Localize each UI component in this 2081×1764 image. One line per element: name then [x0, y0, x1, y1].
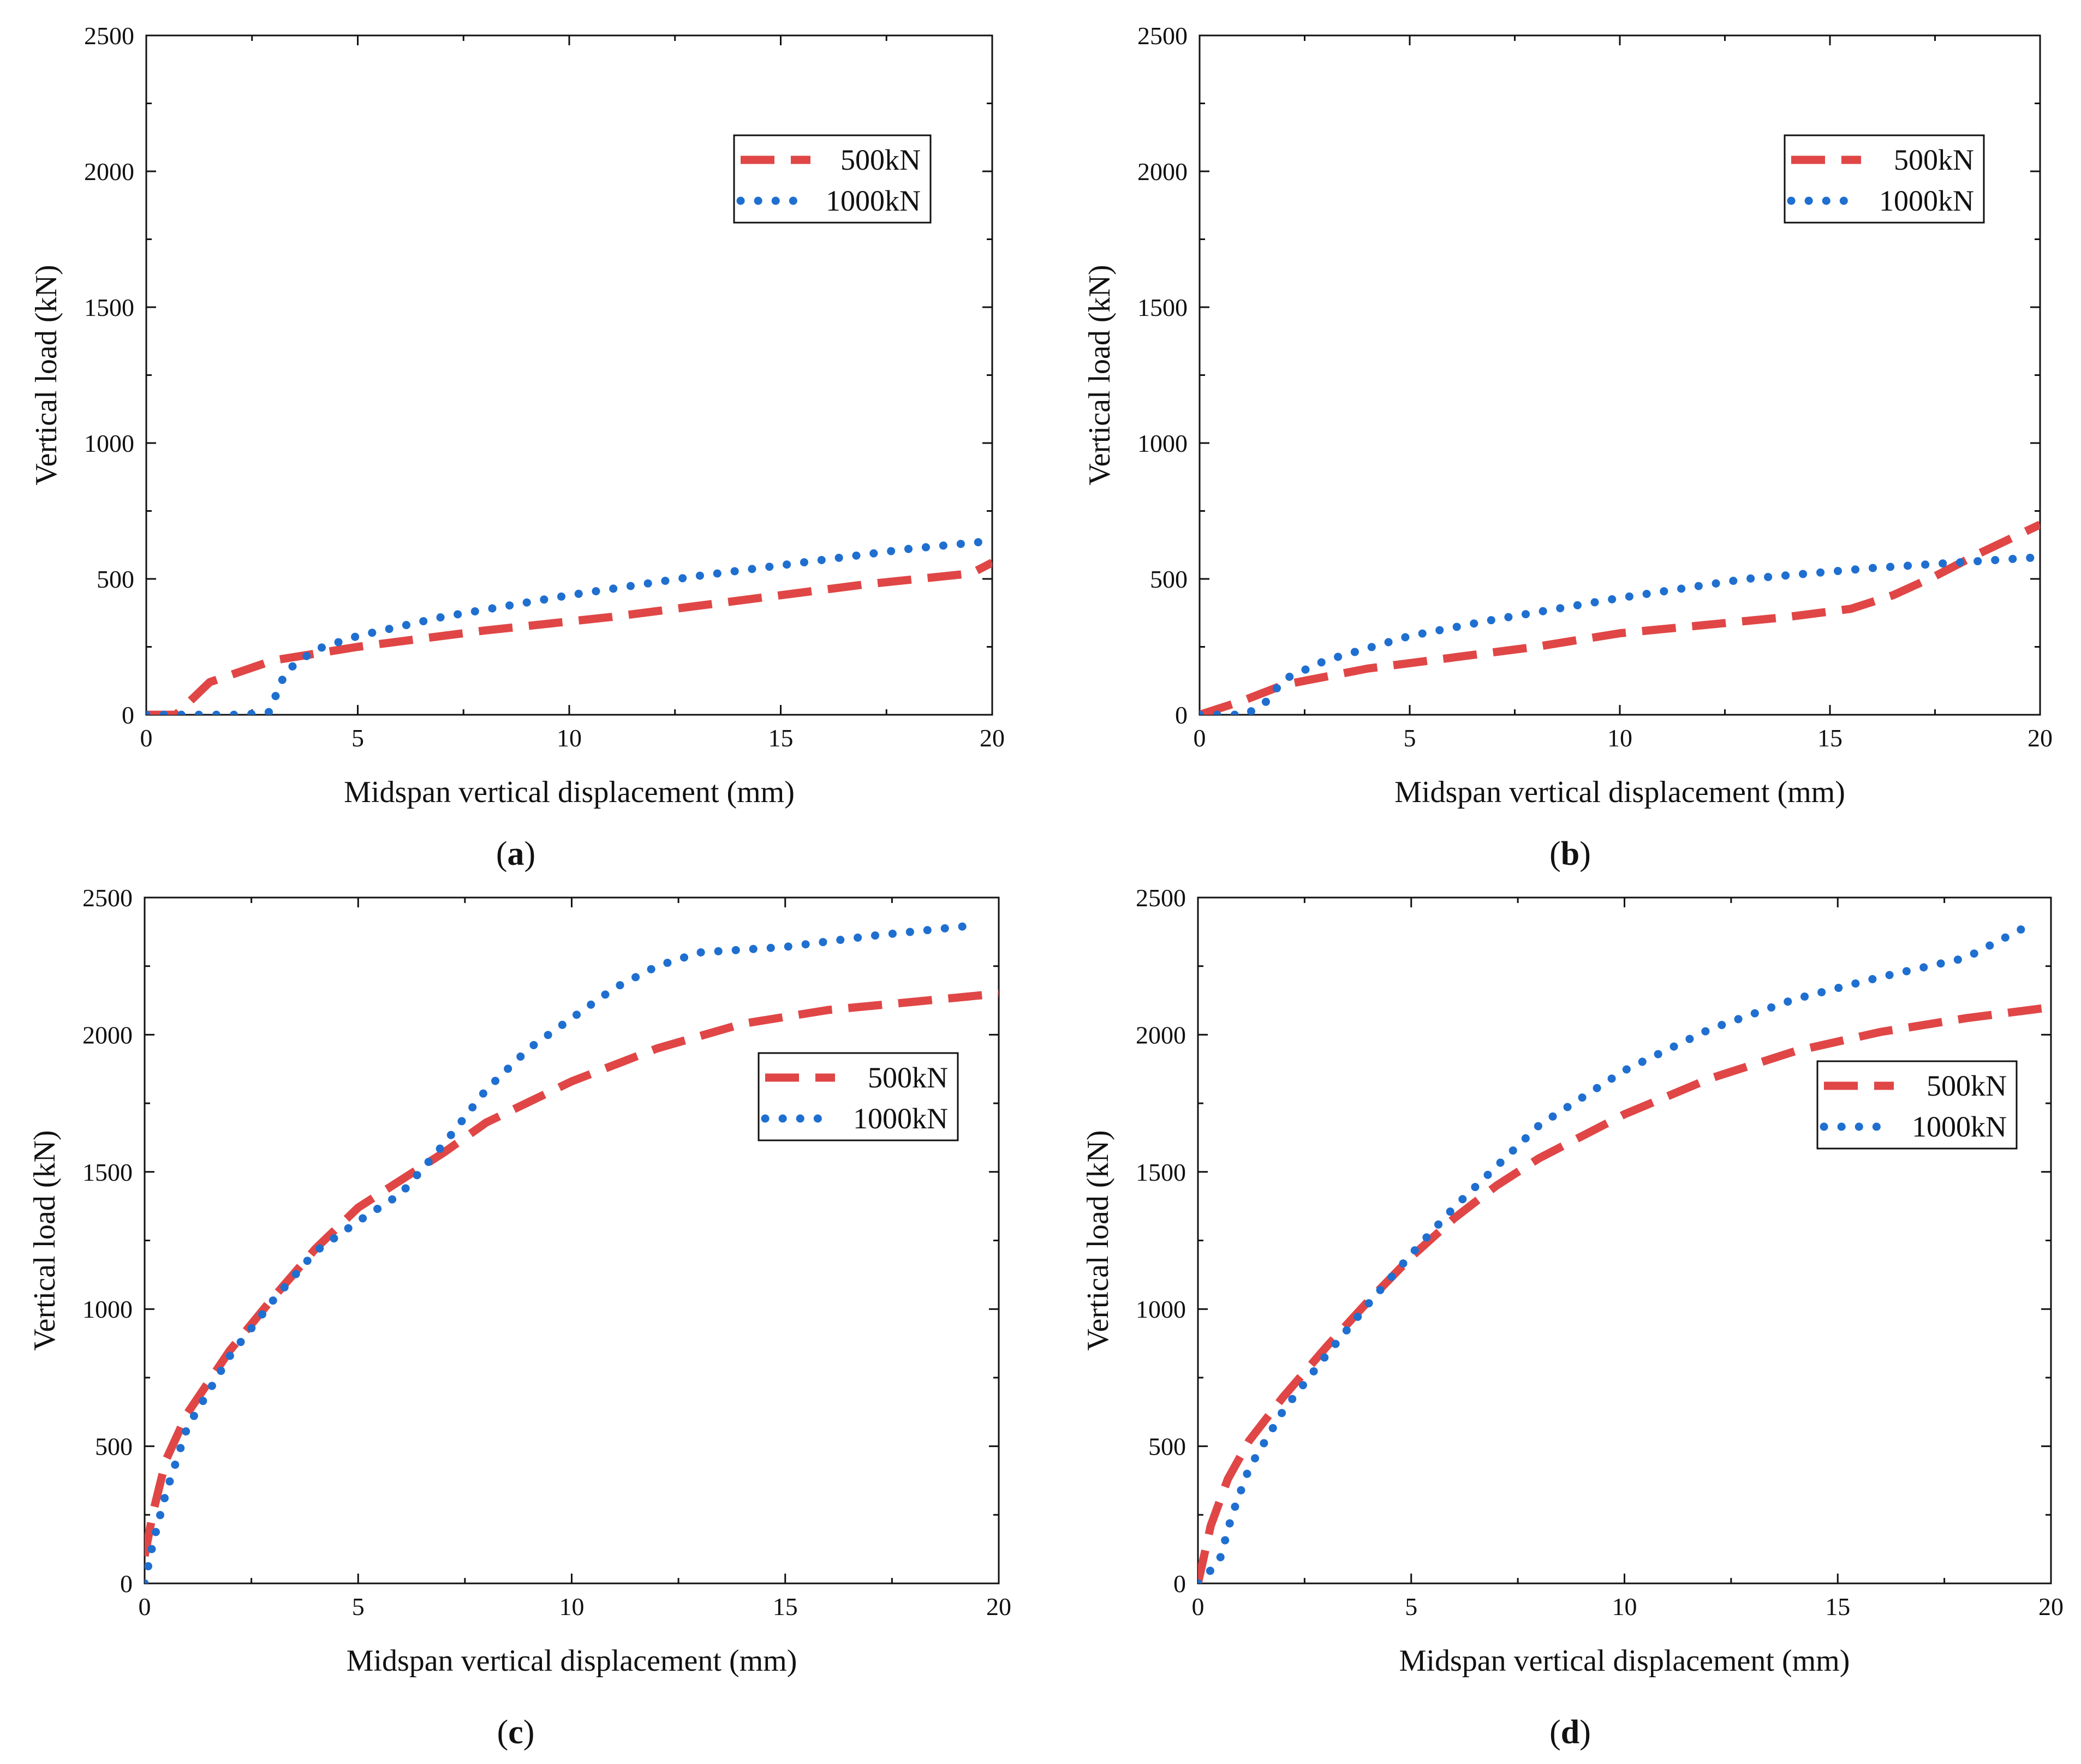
legend-entry-label: 1000kN	[826, 184, 921, 217]
x-tick-label: 10	[559, 1593, 585, 1621]
x-tick-label: 5	[352, 1593, 365, 1621]
x-tick-label: 20	[980, 724, 1005, 752]
panel-label: (c)	[497, 1714, 535, 1751]
y-tick-label: 1000	[82, 1295, 133, 1323]
legend-entry-label: 500kN	[1894, 143, 1974, 176]
x-tick-label: 0	[1194, 724, 1206, 752]
panel-label-letter: d	[1561, 1714, 1579, 1751]
x-tick-label: 20	[986, 1593, 1011, 1621]
legend-entry-label: 500kN	[868, 1061, 948, 1094]
y-axis-title: Vertical load (kN)	[29, 265, 63, 485]
series-line-500kN	[146, 559, 992, 715]
legend-box	[733, 134, 932, 224]
y-tick-label: 2000	[1137, 158, 1188, 186]
plot-frame	[144, 896, 1000, 1584]
x-axis-title: Midspan vertical displacement (mm)	[347, 1644, 797, 1678]
x-tick-label: 15	[1825, 1593, 1850, 1621]
y-tick-label: 2500	[1137, 22, 1188, 50]
x-tick-label: 10	[1612, 1593, 1637, 1621]
series-line-1000kN	[1198, 920, 2034, 1583]
x-axis-title: Midspan vertical displacement (mm)	[1399, 1644, 1850, 1678]
legend: 500kN 1000kN	[1816, 1060, 2018, 1150]
y-tick-label: 0	[1173, 1570, 1186, 1598]
y-tick-label: 2000	[1136, 1021, 1186, 1049]
y-tick-label: 2500	[1136, 884, 1186, 912]
y-tick-label: 0	[122, 701, 134, 729]
panel-label-letter: b	[1561, 835, 1579, 872]
x-tick-label: 0	[1192, 1593, 1205, 1621]
y-tick-label: 2000	[82, 1021, 133, 1049]
x-tick-label: 20	[2028, 724, 2053, 752]
y-tick-label: 1000	[1137, 429, 1188, 457]
series-group	[146, 536, 992, 715]
legend-entry-label: 1000kN	[1879, 184, 1974, 217]
panel-label-letter: a	[508, 835, 524, 872]
x-axis-title: Midspan vertical displacement (mm)	[1394, 775, 1845, 809]
y-tick-label: 0	[120, 1570, 133, 1598]
chart-panel-d: 0 5 10 15 20 0 500 1000 1500 2000 2500 Midspan vert…	[1081, 884, 2064, 1751]
series-line-1000kN	[145, 920, 982, 1583]
y-tick-label: 500	[97, 565, 134, 593]
y-tick-label: 0	[1175, 701, 1188, 729]
y-axis-title: Vertical load (kN)	[1083, 265, 1117, 485]
series-line-500kN	[1200, 521, 2040, 715]
x-tick-label: 15	[768, 724, 794, 752]
x-tick-label: 20	[2038, 1593, 2064, 1621]
y-tick-label: 500	[1148, 1433, 1186, 1461]
legend-entry-label: 500kN	[840, 143, 921, 176]
series-group	[1198, 920, 2051, 1583]
y-tick-label: 1500	[84, 294, 134, 321]
x-tick-label: 5	[1405, 1593, 1417, 1621]
legend: 500kN 1000kN	[758, 1052, 959, 1141]
plot-frame	[1197, 896, 2052, 1584]
x-tick-label: 5	[1404, 724, 1416, 752]
x-tick-label: 15	[1817, 724, 1843, 752]
y-tick-label: 1500	[82, 1158, 133, 1186]
y-tick-label: 2500	[84, 22, 134, 50]
y-tick-label: 500	[95, 1433, 133, 1461]
legend-box	[1816, 1060, 2018, 1150]
series-group	[1200, 521, 2040, 715]
panel-label: (a)	[496, 835, 535, 872]
legend-box	[1784, 134, 1985, 224]
panel-label: (b)	[1549, 835, 1591, 872]
y-tick-label: 2500	[82, 884, 133, 912]
y-tick-label: 1000	[1136, 1295, 1186, 1323]
legend: 500kN 1000kN	[733, 134, 932, 224]
legend-entry-label: 500kN	[1927, 1069, 2007, 1102]
y-tick-label: 1500	[1137, 294, 1188, 321]
legend-box	[758, 1052, 959, 1141]
y-tick-label: 2000	[84, 158, 134, 186]
y-tick-label: 1000	[84, 429, 134, 457]
y-axis-title: Vertical load (kN)	[28, 1130, 62, 1350]
legend: 500kN 1000kN	[1784, 134, 1985, 224]
x-tick-label: 5	[351, 724, 364, 752]
x-tick-label: 10	[557, 724, 582, 752]
chart-panel-b: 0 5 10 15 20 0 500 1000 1500 2000 2500 Midspan vert…	[1083, 22, 2053, 872]
series-line-500kN	[145, 989, 999, 1557]
x-axis-title: Midspan vertical displacement (mm)	[344, 775, 795, 809]
series-line-1000kN	[146, 536, 992, 715]
panel-label: (d)	[1549, 1714, 1591, 1751]
legend-entry-label: 1000kN	[1912, 1110, 2007, 1143]
y-axis-title: Vertical load (kN)	[1081, 1130, 1115, 1350]
x-tick-label: 0	[140, 724, 153, 752]
chart-panel-a: 0 5 10 15 20 0 500 1000 1500 2000 2500 Midspan vert…	[29, 22, 1005, 872]
x-tick-label: 0	[139, 1593, 151, 1621]
y-tick-label: 500	[1150, 565, 1188, 593]
series-line-500kN	[1198, 1003, 2051, 1583]
panel-label-letter: c	[508, 1714, 523, 1751]
series-group	[145, 920, 999, 1583]
chart-panel-c: 0 5 10 15 20 0 500 1000 1500 2000 2500 Midspan vert…	[28, 884, 1011, 1751]
x-tick-label: 15	[773, 1593, 798, 1621]
x-tick-label: 10	[1607, 724, 1632, 752]
legend-entry-label: 1000kN	[853, 1102, 948, 1135]
y-tick-label: 1500	[1136, 1158, 1186, 1186]
series-line-1000kN	[1200, 553, 2040, 715]
